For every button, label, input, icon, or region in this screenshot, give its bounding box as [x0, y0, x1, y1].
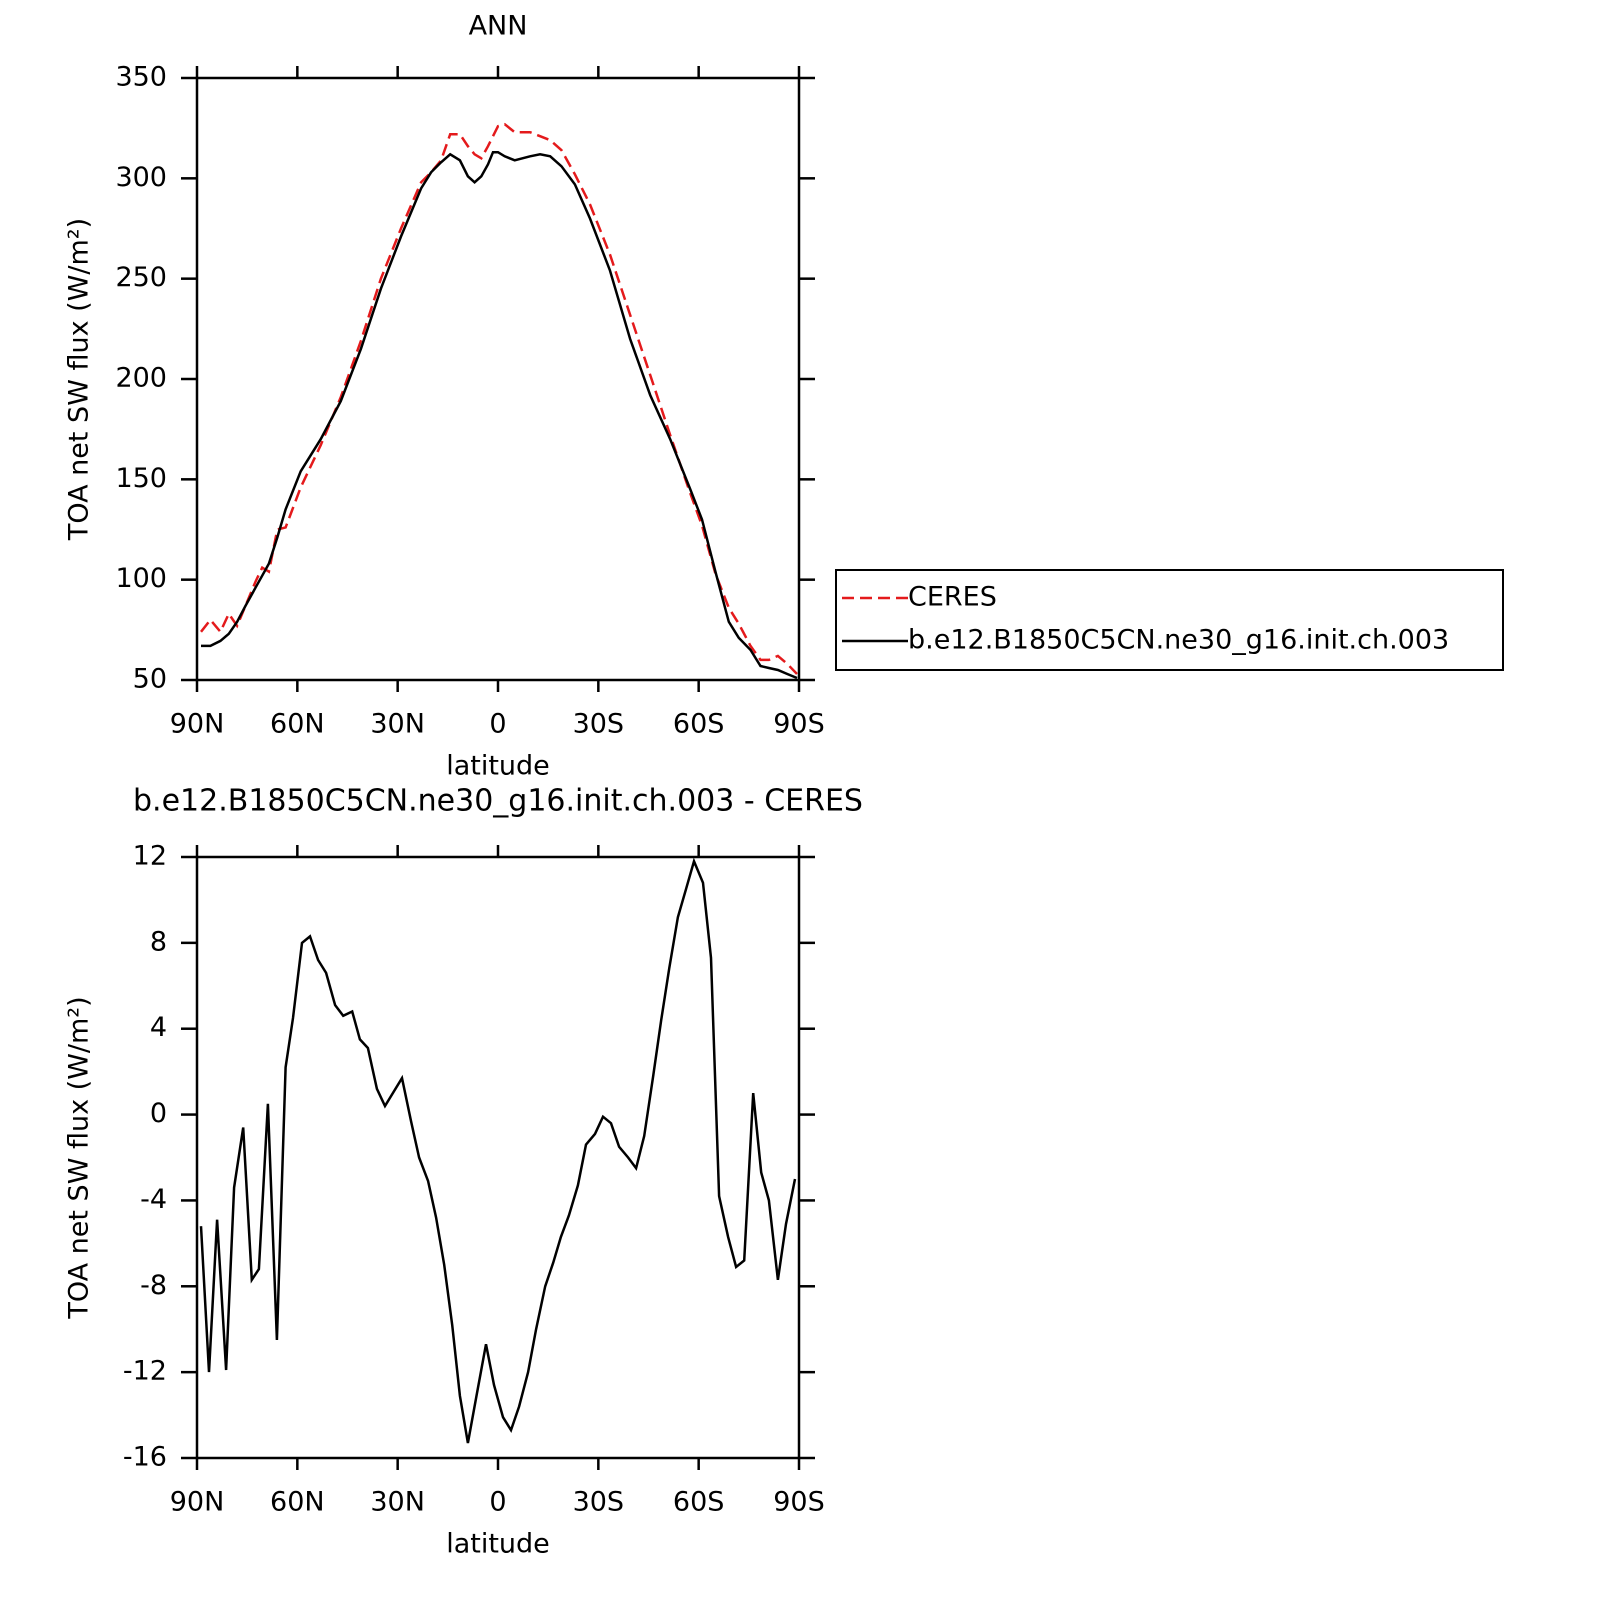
series-line	[201, 150, 798, 680]
y-tick-label: -12	[123, 1356, 167, 1387]
y-axis-label: TOA net SW flux (W/m²)	[64, 218, 95, 541]
x-axis-label: latitude	[446, 751, 550, 782]
x-tick-label: 30S	[573, 709, 625, 740]
y-tick-label: 250	[115, 262, 167, 293]
series-line	[199, 857, 797, 1444]
y-tick-label: 0	[150, 1098, 167, 1129]
y-tick-label: 4	[150, 1012, 167, 1043]
legend-label: CERES	[908, 582, 997, 613]
y-tick-label: 8	[150, 926, 167, 957]
series-line	[200, 122, 798, 675]
x-tick-label: 30N	[370, 1487, 425, 1518]
chart-title: b.e12.B1850C5CN.ne30_g16.init.ch.003 - C…	[133, 784, 863, 819]
x-tick-label: 0	[489, 709, 506, 740]
chart-title: ANN	[469, 11, 528, 42]
x-tick-label: 60N	[270, 709, 325, 740]
y-tick-label: 350	[115, 62, 167, 93]
x-tick-label: 60S	[673, 709, 725, 740]
x-tick-label: 0	[489, 1487, 506, 1518]
legend-label: b.e12.B1850C5CN.ne30_g16.init.ch.003	[908, 625, 1449, 656]
legend-box	[835, 569, 1504, 671]
x-tick-label: 90S	[773, 1487, 825, 1518]
x-tick-label: 90N	[170, 709, 225, 740]
y-tick-label: 12	[133, 841, 167, 872]
x-tick-label: 90N	[170, 1487, 225, 1518]
x-tick-label: 30N	[370, 709, 425, 740]
x-tick-label: 60N	[270, 1487, 325, 1518]
y-tick-label: 100	[115, 563, 167, 594]
y-tick-label: -8	[140, 1270, 167, 1301]
y-tick-label: 300	[115, 162, 167, 193]
y-axis-label: TOA net SW flux (W/m²)	[64, 996, 95, 1319]
x-axis-label: latitude	[446, 1529, 550, 1560]
x-tick-label: 30S	[573, 1487, 625, 1518]
y-tick-label: -16	[123, 1442, 167, 1473]
y-tick-label: 50	[133, 664, 167, 695]
plot-frame	[195, 76, 801, 682]
y-tick-label: -4	[140, 1184, 167, 1215]
y-tick-label: 200	[115, 363, 167, 394]
y-tick-label: 150	[115, 463, 167, 494]
x-tick-label: 90S	[773, 709, 825, 740]
x-tick-label: 60S	[673, 1487, 725, 1518]
